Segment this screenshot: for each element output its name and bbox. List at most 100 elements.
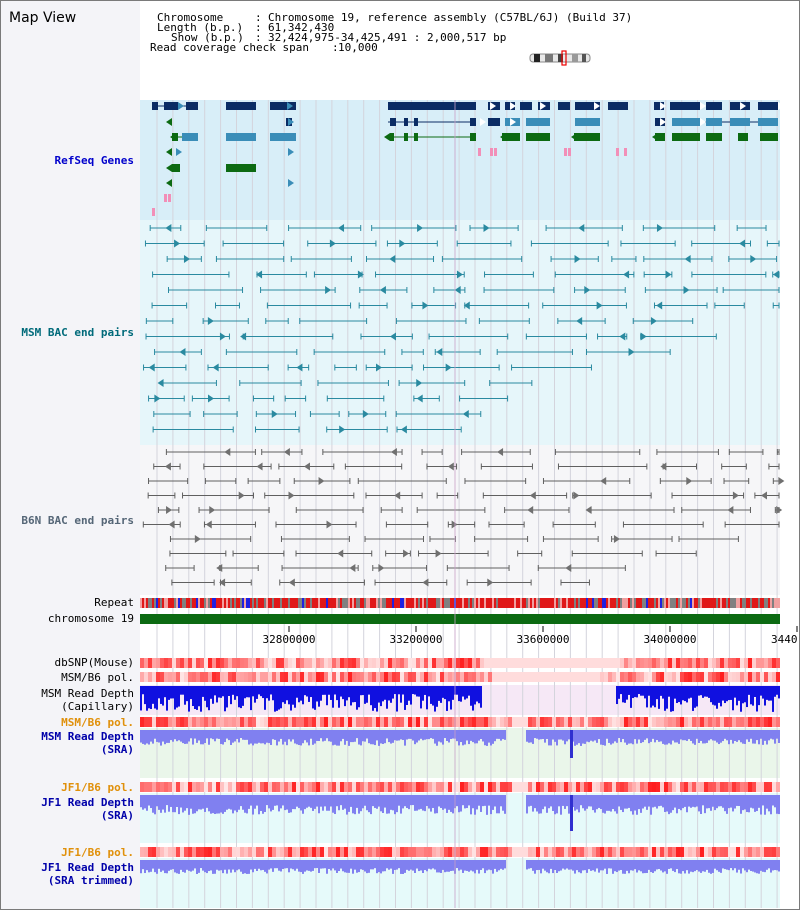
depth-bar <box>336 795 338 807</box>
depth-bar <box>178 686 180 707</box>
depth-bar <box>756 795 758 812</box>
depth-bar <box>338 730 340 746</box>
depth-bar <box>742 730 744 744</box>
depth-bar <box>436 730 438 746</box>
depth-bar <box>164 795 166 813</box>
heat-cell <box>444 782 448 792</box>
heat-cell <box>220 782 224 792</box>
heat-cell <box>144 658 148 668</box>
depth-bar <box>350 860 352 869</box>
depth-bar <box>358 860 360 873</box>
track-label-repeat: Repeat <box>94 596 134 609</box>
heat-cell <box>288 717 292 727</box>
repeat-element <box>474 598 476 608</box>
depth-bar <box>452 686 454 700</box>
heat-cell <box>304 782 308 792</box>
depth-bar <box>664 730 666 745</box>
depth-bar <box>214 730 216 742</box>
msm-bac-features[interactable] <box>143 224 780 434</box>
depth-bar <box>276 795 278 806</box>
heat-cell <box>500 782 504 792</box>
heat-cell <box>688 847 692 857</box>
repeat-element <box>362 598 364 608</box>
depth-bar <box>772 860 774 871</box>
repeat-element <box>448 598 450 608</box>
heat-cell <box>616 672 620 682</box>
track-label-refseq[interactable]: RefSeq Genes <box>55 154 134 167</box>
repeat-element <box>392 598 394 608</box>
depth-bar <box>482 860 484 869</box>
depth-bar <box>700 730 702 741</box>
heat-cell <box>188 847 192 857</box>
heat-cell <box>320 847 324 857</box>
depth-bar <box>754 860 756 873</box>
heat-cell <box>612 658 616 668</box>
heat-cell <box>676 782 680 792</box>
track-label-b6n-bac[interactable]: B6N BAC end pairs <box>21 514 134 527</box>
track-label-msm-bac[interactable]: MSM BAC end pairs <box>21 326 134 339</box>
heat-cell <box>264 847 268 857</box>
heat-cell <box>748 847 752 857</box>
repeat-element <box>516 598 518 608</box>
repeat-element <box>470 598 472 608</box>
bac-end-arrow <box>349 564 356 572</box>
depth-bar <box>528 860 530 869</box>
b6n-bac-features[interactable] <box>142 448 785 587</box>
strand-arrow <box>480 118 486 126</box>
heat-cell <box>600 717 604 727</box>
depth-bar <box>344 686 346 707</box>
heat-cell <box>728 658 732 668</box>
depth-bar <box>670 795 672 813</box>
depth-bar <box>350 686 352 706</box>
heat-cell <box>732 782 736 792</box>
depth-bar <box>414 686 416 695</box>
depth-bar <box>400 860 402 874</box>
depth-bar <box>266 730 268 743</box>
depth-bar <box>636 686 638 698</box>
depth-bar <box>658 730 660 742</box>
repeat-element <box>636 598 638 608</box>
depth-bar <box>498 860 500 871</box>
heat-cell <box>680 847 684 857</box>
heat-cell <box>200 658 204 668</box>
heat-cell <box>352 672 356 682</box>
repeat-element <box>526 598 528 608</box>
repeat-element <box>210 598 212 608</box>
heat-cell <box>316 672 320 682</box>
depth-bar <box>764 795 766 815</box>
heat-cell <box>364 717 368 727</box>
heat-cell <box>400 672 404 682</box>
heat-cell <box>176 672 180 682</box>
depth-bar <box>584 860 586 871</box>
gene-exon <box>414 118 418 126</box>
depth-bar <box>526 795 528 814</box>
repeat-element <box>776 598 778 608</box>
repeat-element <box>324 598 326 608</box>
depth-bar <box>294 795 296 810</box>
depth-bar <box>222 795 224 814</box>
repeat-element <box>678 598 680 608</box>
repeat-element <box>316 598 318 608</box>
depth-bar <box>626 730 628 745</box>
heat-cell <box>716 658 720 668</box>
depth-bar <box>596 795 598 810</box>
heat-cell <box>576 658 580 668</box>
repeat-element <box>492 598 494 608</box>
bac-end-arrow <box>148 363 155 372</box>
depth-bar <box>282 686 284 703</box>
depth-bar <box>478 795 480 806</box>
depth-bar <box>456 795 458 807</box>
repeat-element <box>462 598 464 608</box>
refseq-gene-features[interactable] <box>152 102 784 216</box>
depth-bar <box>458 686 460 702</box>
depth-bar <box>726 860 728 870</box>
depth-bar <box>730 795 732 808</box>
heat-cell <box>544 717 548 727</box>
depth-bar <box>222 730 224 745</box>
repeat-element <box>702 598 704 608</box>
depth-bar <box>600 795 602 810</box>
depth-bar <box>268 730 270 744</box>
repeat-element <box>520 598 522 608</box>
chromosome-ideogram[interactable] <box>529 50 591 66</box>
